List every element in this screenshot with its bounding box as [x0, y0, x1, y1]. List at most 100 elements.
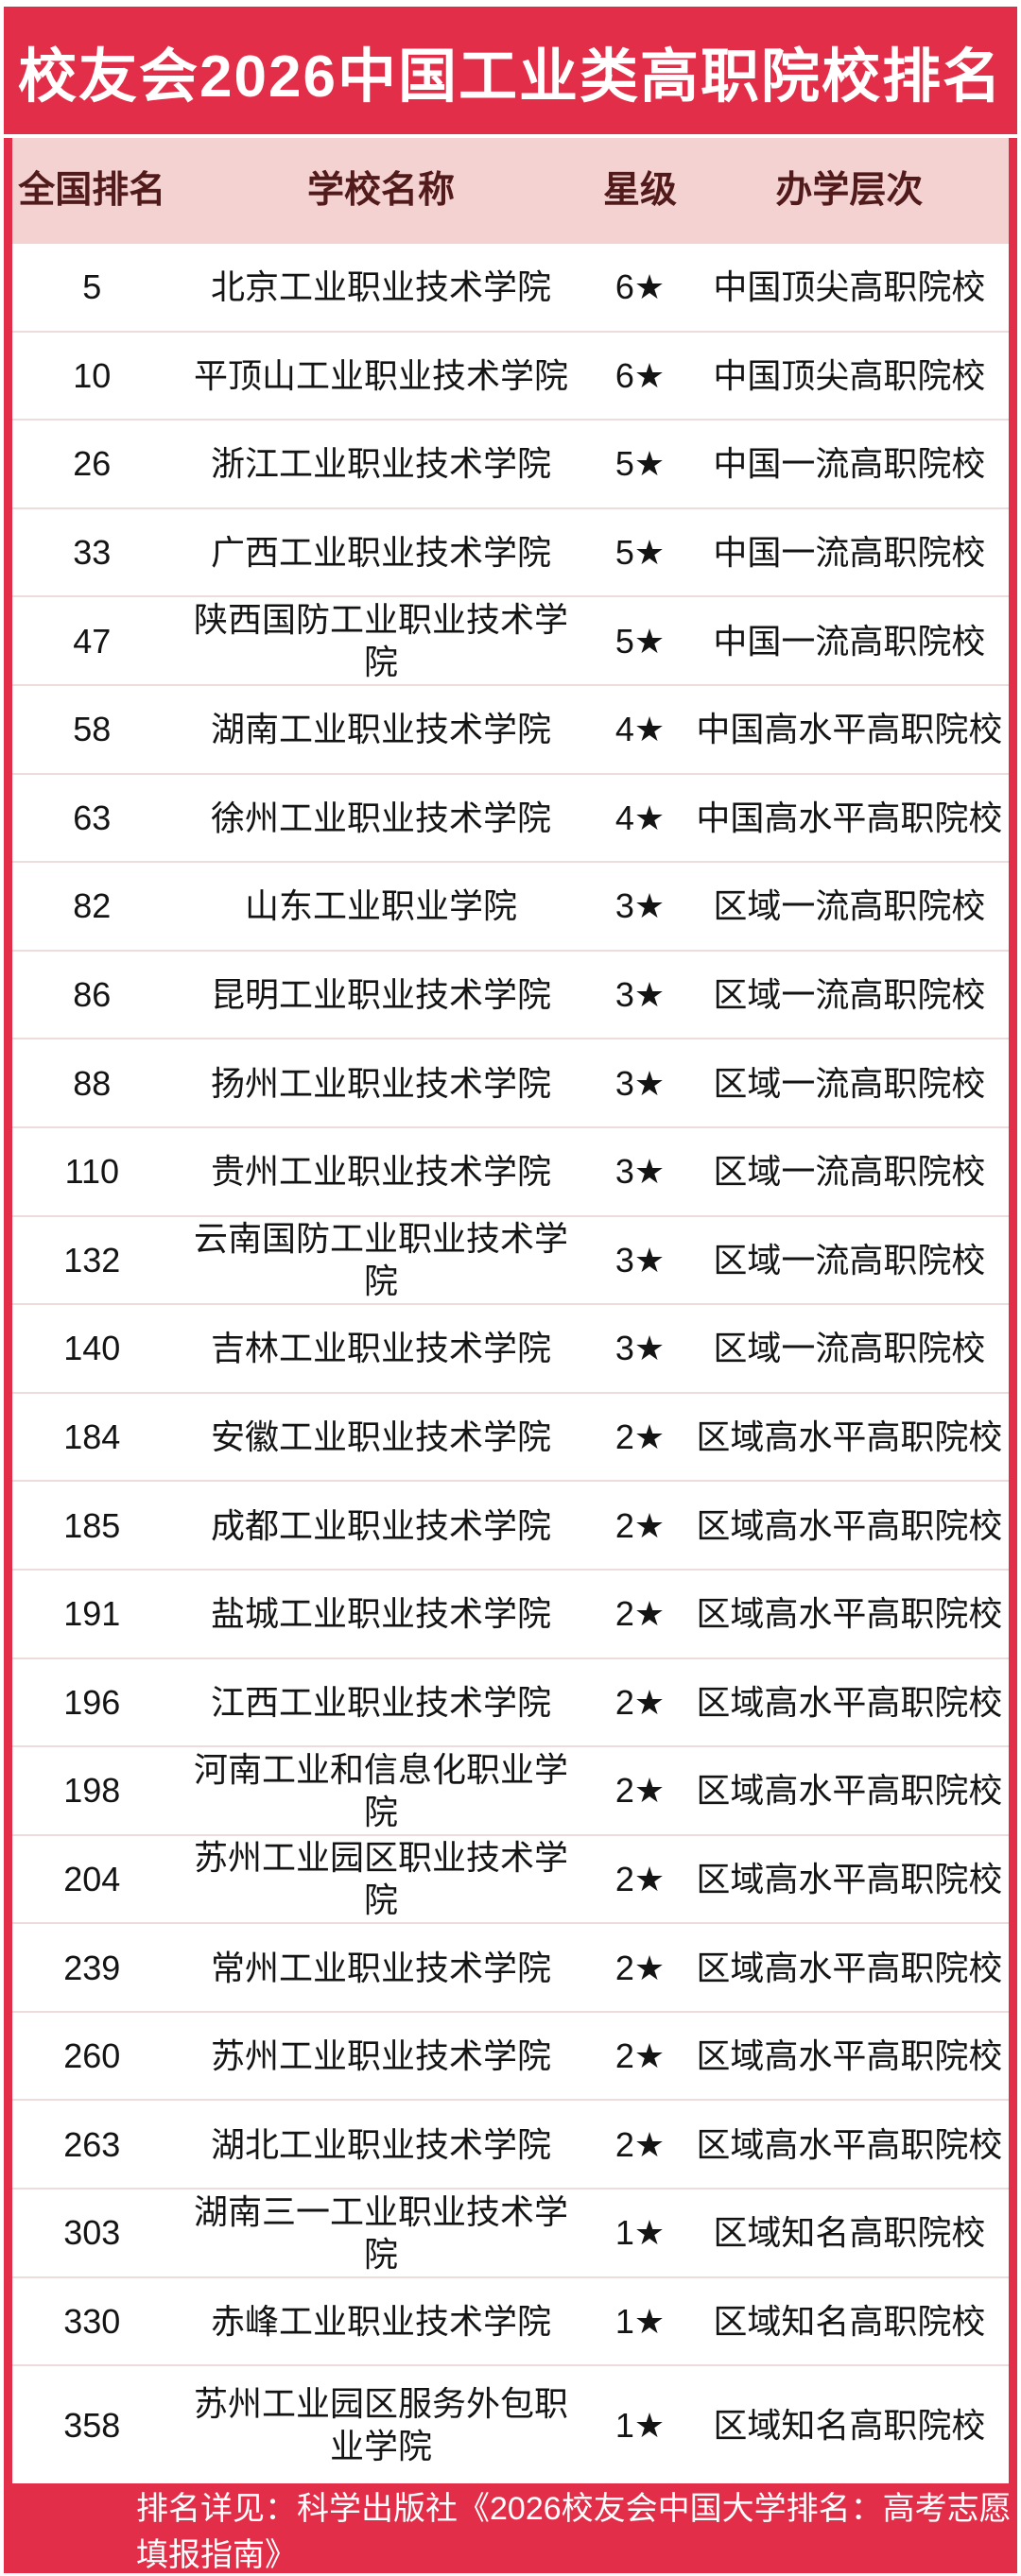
star-rating-cell: 5★	[614, 444, 666, 484]
tier-cell: 区域高水平高职院校	[696, 1417, 1003, 1457]
star-rating-cell: 3★	[614, 1329, 666, 1368]
header-tier: 办学层次	[775, 169, 924, 211]
table-row: 47 陕西国防工业职业技术学院 5★ 中国一流高职院校	[12, 595, 1009, 684]
school-name-cell: 扬州工业职业技术学院	[210, 1063, 551, 1103]
star-rating-cell: 1★	[614, 2405, 666, 2445]
rank-cell: 303	[63, 2213, 121, 2253]
rank-cell: 239	[63, 1948, 121, 1987]
table-row: 5 北京工业职业技术学院 6★ 中国顶尖高职院校	[12, 244, 1009, 331]
table-row: 33 广西工业职业技术学院 5★ 中国一流高职院校	[12, 507, 1009, 596]
footer-note: 排名详见：科学出版社《2026校友会中国大学排名：高考志愿填报指南》	[136, 2490, 1012, 2573]
star-rating-cell: 2★	[614, 1682, 666, 1722]
star-rating-cell: 3★	[614, 975, 666, 1015]
rank-cell: 33	[73, 533, 112, 573]
rank-cell: 358	[63, 2405, 121, 2445]
star-rating-cell: 5★	[614, 621, 666, 661]
star-rating-cell: 2★	[614, 2036, 666, 2076]
rank-cell: 58	[73, 710, 112, 749]
school-name-cell: 苏州工业职业技术学院	[210, 2036, 551, 2076]
tier-cell: 中国高水平高职院校	[696, 798, 1003, 837]
tier-cell: 区域一流高职院校	[713, 1152, 986, 1192]
table-row: 330 赤峰工业职业技术学院 1★ 区域知名高职院校	[12, 2275, 1009, 2365]
star-rating-cell: 6★	[614, 267, 666, 307]
table-row: 260 苏州工业职业技术学院 2★ 区域高水平高职院校	[12, 2010, 1009, 2100]
table-row: 110 贵州工业职业技术学院 3★ 区域一流高职院校	[12, 1125, 1009, 1215]
table-header-row: 全国排名 学校名称 星级 办学层次	[12, 138, 1009, 244]
star-rating-cell: 5★	[614, 533, 666, 573]
rank-cell: 330	[63, 2301, 121, 2341]
tier-cell: 区域知名高职院校	[713, 2213, 986, 2253]
school-name-cell: 湖南三一工业职业技术学院	[193, 2191, 568, 2274]
school-name-cell: 北京工业职业技术学院	[210, 267, 551, 307]
table-row: 140 吉林工业职业技术学院 3★ 区域一流高职院校	[12, 1303, 1009, 1392]
table-row: 26 浙江工业职业技术学院 5★ 中国一流高职院校	[12, 419, 1009, 507]
school-name-cell: 苏州工业园区职业技术学院	[193, 1838, 568, 1920]
school-name-cell: 徐州工业职业技术学院	[210, 798, 551, 837]
rank-cell: 260	[63, 2036, 121, 2076]
table-row: 86 昆明工业职业技术学院 3★ 区域一流高职院校	[12, 949, 1009, 1039]
tier-cell: 中国顶尖高职院校	[713, 267, 986, 307]
table-row: 263 湖北工业职业技术学院 2★ 区域高水平高职院校	[12, 2099, 1009, 2188]
school-name-cell: 江西工业职业技术学院	[210, 1682, 551, 1722]
school-name-cell: 湖南工业职业技术学院	[210, 710, 551, 749]
tier-cell: 中国顶尖高职院校	[713, 355, 986, 395]
tier-cell: 区域一流高职院校	[713, 975, 986, 1015]
table-row: 196 江西工业职业技术学院 2★ 区域高水平高职院校	[12, 1657, 1009, 1746]
table-row: 10 平顶山工业职业技术学院 6★ 中国顶尖高职院校	[12, 330, 1009, 420]
header-school-name: 学校名称	[306, 169, 455, 211]
tier-cell: 区域一流高职院校	[713, 1240, 986, 1279]
school-name-cell: 浙江工业职业技术学院	[210, 444, 551, 484]
tier-cell: 区域高水平高职院校	[696, 2036, 1003, 2076]
rank-cell: 63	[73, 798, 112, 837]
school-name-cell: 赤峰工业职业技术学院	[210, 2301, 551, 2341]
school-name-cell: 常州工业职业技术学院	[210, 1948, 551, 1987]
table-row: 58 湖南工业职业技术学院 4★ 中国高水平高职院校	[12, 683, 1009, 773]
table-row: 358 苏州工业园区服务外包职业学院 1★ 区域知名高职院校	[12, 2364, 1009, 2483]
tier-cell: 区域高水平高职院校	[696, 1771, 1003, 1811]
header-star-rating: 星级	[602, 169, 677, 211]
table-row: 82 山东工业职业学院 3★ 区域一流高职院校	[12, 861, 1009, 950]
rank-cell: 198	[63, 1771, 121, 1811]
tier-cell: 区域高水平高职院校	[696, 1505, 1003, 1545]
rank-cell: 110	[64, 1152, 120, 1192]
title-divider	[4, 134, 1017, 138]
header-rank: 全国排名	[18, 169, 166, 211]
star-rating-cell: 2★	[614, 1505, 666, 1545]
tier-cell: 区域知名高职院校	[713, 2301, 986, 2341]
rank-cell: 132	[63, 1240, 121, 1279]
rank-cell: 26	[73, 444, 112, 484]
tier-cell: 中国一流高职院校	[713, 621, 986, 661]
tier-cell: 区域一流高职院校	[713, 886, 986, 926]
rank-cell: 184	[63, 1417, 121, 1457]
tier-cell: 中国一流高职院校	[713, 533, 986, 573]
table-row: 303 湖南三一工业职业技术学院 1★ 区域知名高职院校	[12, 2188, 1009, 2276]
school-name-cell: 苏州工业园区服务外包职业学院	[193, 2384, 568, 2466]
rank-cell: 185	[63, 1505, 121, 1545]
school-name-cell: 山东工业职业学院	[244, 886, 517, 926]
school-name-cell: 平顶山工业职业技术学院	[193, 355, 568, 395]
tier-cell: 中国高水平高职院校	[696, 710, 1003, 749]
star-rating-cell: 1★	[614, 2213, 666, 2253]
school-name-cell: 成都工业职业技术学院	[210, 1505, 551, 1545]
rank-cell: 191	[63, 1594, 121, 1634]
school-name-cell: 河南工业和信息化职业学院	[193, 1749, 568, 1831]
star-rating-cell: 2★	[614, 1948, 666, 1987]
star-rating-cell: 2★	[614, 2124, 666, 2164]
star-rating-cell: 1★	[614, 2301, 666, 2341]
star-rating-cell: 3★	[614, 1152, 666, 1192]
rank-cell: 263	[63, 2124, 121, 2164]
tier-cell: 区域高水平高职院校	[696, 1594, 1003, 1634]
school-name-cell: 安徽工业职业技术学院	[210, 1417, 551, 1457]
table-row: 204 苏州工业园区职业技术学院 2★ 区域高水平高职院校	[12, 1833, 1009, 1923]
school-name-cell: 昆明工业职业技术学院	[210, 975, 551, 1015]
table-row: 184 安徽工业职业技术学院 2★ 区域高水平高职院校	[12, 1391, 1009, 1481]
table-row: 132 云南国防工业职业技术学院 3★ 区域一流高职院校	[12, 1214, 1009, 1304]
rank-cell: 196	[63, 1682, 121, 1722]
red-frame: 校友会2026中国工业类高职院校排名 全国排名 学校名称 星级 办学层次 5 北…	[4, 7, 1017, 2573]
school-name-cell: 云南国防工业职业技术学院	[193, 1219, 568, 1301]
star-rating-cell: 4★	[614, 798, 666, 837]
table-row: 63 徐州工业职业技术学院 4★ 中国高水平高职院校	[12, 772, 1009, 862]
tier-cell: 中国一流高职院校	[713, 444, 986, 484]
tier-cell: 区域高水平高职院校	[696, 2124, 1003, 2164]
star-rating-cell: 2★	[614, 1594, 666, 1634]
